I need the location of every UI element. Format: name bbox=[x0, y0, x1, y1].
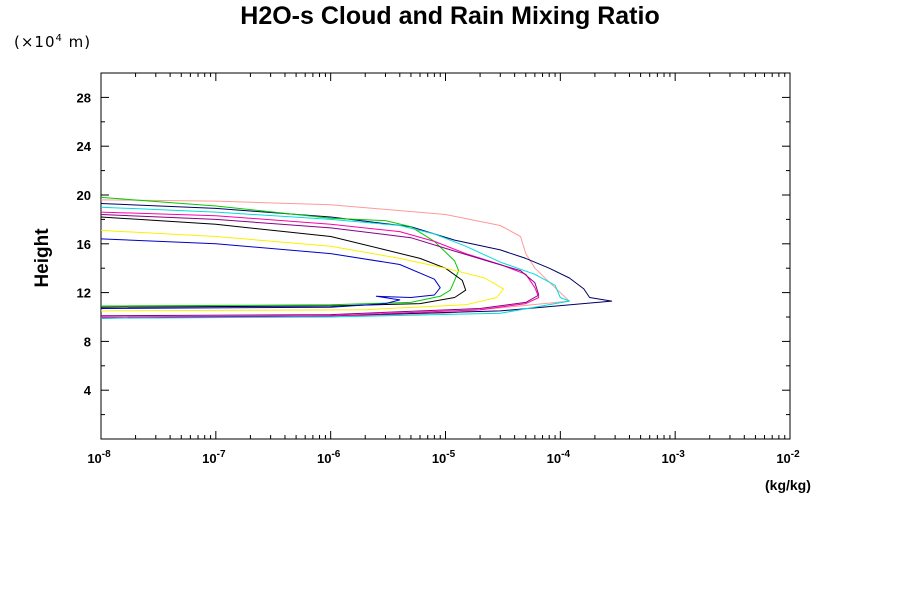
x-tick-label: 10-3 bbox=[661, 449, 685, 466]
y-tick-label: 20 bbox=[77, 188, 91, 203]
y-tick-label: 24 bbox=[77, 139, 92, 154]
y-tick-label: 12 bbox=[77, 286, 91, 301]
plot-frame bbox=[100, 72, 791, 440]
x-tick-label: 10-7 bbox=[202, 449, 226, 466]
y-tick-label: 28 bbox=[77, 90, 91, 105]
y-unit-suffix: m) bbox=[62, 33, 92, 51]
y-tick-label: 8 bbox=[84, 334, 91, 349]
x-tick-label: 10-6 bbox=[317, 449, 341, 466]
series-line-4 bbox=[100, 206, 570, 319]
series-line-2 bbox=[100, 203, 613, 319]
y-unit-exponent: 4 bbox=[55, 33, 63, 44]
series-line-5 bbox=[100, 211, 540, 318]
series-line-7 bbox=[100, 216, 467, 308]
x-tick-label: 10-2 bbox=[776, 449, 800, 466]
x-tick-label: 10-4 bbox=[547, 449, 571, 466]
axis-ticks bbox=[100, 73, 790, 439]
series-group bbox=[100, 196, 613, 319]
x-axis-label: (kg/kg) bbox=[765, 477, 811, 493]
tick-labels: 10-8 10-7 10-6 10-5 10-4 10-3 10-2 4 8 12 16 20 24 28 bbox=[77, 90, 801, 466]
series-line-8 bbox=[100, 229, 504, 312]
y-axis-unit: (×104 m) bbox=[14, 33, 91, 51]
x-tick-label: 10-5 bbox=[432, 449, 456, 466]
y-unit-prefix: (×10 bbox=[14, 33, 56, 51]
x-tick-label: 10-8 bbox=[87, 449, 111, 466]
series-line-1 bbox=[100, 199, 570, 319]
series-line-3 bbox=[100, 196, 460, 307]
chart-title: H2O-s Cloud and Rain Mixing Ratio bbox=[240, 2, 660, 30]
series-line-6 bbox=[100, 214, 540, 317]
series-line-9 bbox=[100, 238, 441, 309]
y-tick-label: 16 bbox=[77, 237, 91, 252]
y-tick-label: 4 bbox=[84, 383, 92, 398]
